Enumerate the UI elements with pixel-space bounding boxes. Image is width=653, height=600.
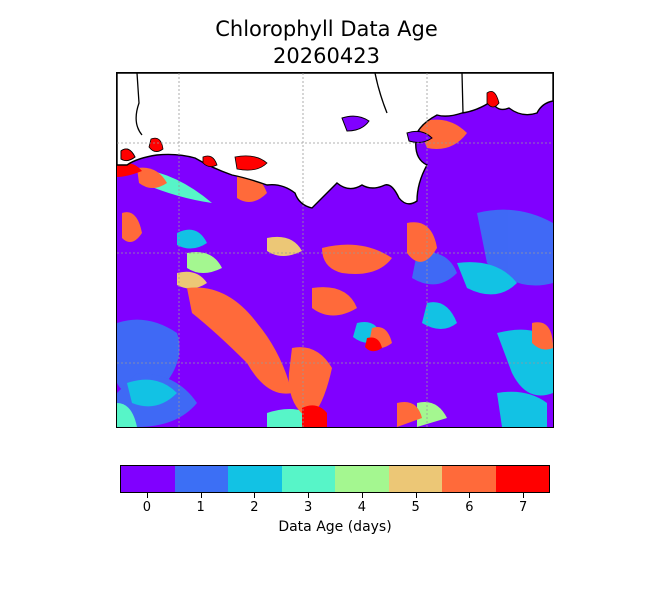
colorbar-tick-label: 6 [465, 500, 474, 515]
colorbar-tick-mark [146, 493, 148, 498]
age-5-patches [177, 236, 302, 289]
colorbar-swatch-1 [174, 466, 228, 492]
colorbar-tick-label: 7 [518, 500, 528, 515]
colorbar-tick-label: 4 [357, 500, 367, 515]
colorbar-swatch-5 [388, 466, 442, 492]
colorbar-swatch-3 [281, 466, 335, 492]
state-boundaries [135, 73, 464, 136]
colorbar-tick-label: 0 [142, 500, 152, 515]
red-coastal-patches [120, 90, 500, 171]
coastal-water-bodies [120, 115, 433, 162]
colorbar-swatch-6 [442, 466, 496, 492]
chart-title: Chlorophyll Data Age [215, 17, 438, 41]
colorbar-tick-mark [200, 493, 202, 498]
colorbar-tick-mark [469, 493, 471, 498]
colorbar-tick-label: 1 [196, 500, 205, 515]
colorbar-tick-label: 3 [303, 500, 313, 515]
colorbar-swatch-2 [228, 466, 282, 492]
age-7-patches [117, 163, 382, 427]
colorbar-label: Data Age (days) [278, 519, 392, 535]
colorbar-swatch-0 [121, 466, 175, 492]
colorbar-tick-label: 2 [250, 500, 259, 515]
colorbar-tick-label: 5 [411, 500, 420, 515]
colorbar-tick-mark [523, 493, 525, 498]
colorbar-swatch-7 [495, 466, 549, 492]
chart-date: 20260423 [273, 44, 380, 68]
colorbar [120, 465, 550, 493]
colorbar-tick-mark [254, 493, 256, 498]
gridlines [117, 73, 553, 427]
colorbar-tick-mark [415, 493, 417, 498]
colorbar-tick-mark [361, 493, 363, 498]
chlorophyll-age-map [116, 72, 554, 428]
age-2-patches [127, 229, 553, 427]
colorbar-tick-mark [308, 493, 310, 498]
colorbar-swatch-4 [335, 466, 389, 492]
age-4-patches [187, 252, 447, 427]
